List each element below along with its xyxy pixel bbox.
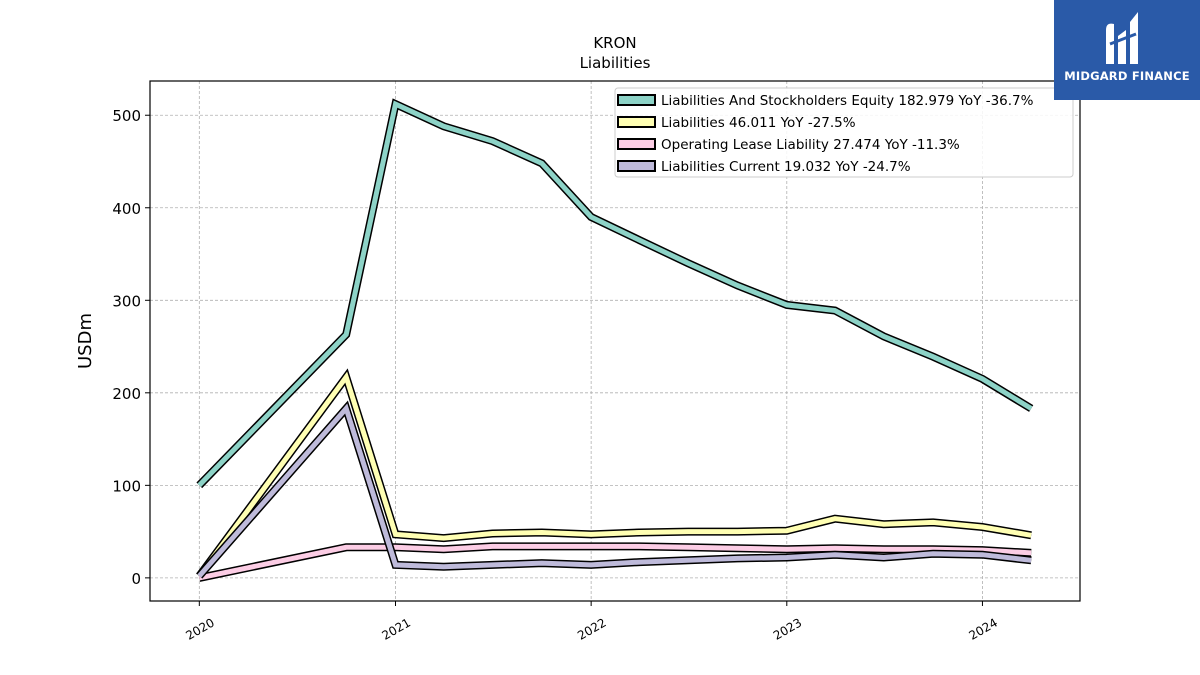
- x-tick-label: 2021: [380, 615, 413, 642]
- legend-label: Operating Lease Liability 27.474 YoY -11…: [661, 137, 960, 153]
- x-tick-label: 2023: [771, 615, 804, 642]
- legend-swatch: [617, 138, 656, 150]
- x-tick-label: 2024: [966, 615, 999, 642]
- plot-frame: [149, 80, 1081, 602]
- y-tick-label: 300: [112, 292, 141, 310]
- brand-logo: MIDGARD FINANCE: [1054, 0, 1200, 100]
- series-layer: [196, 98, 1034, 582]
- y-tick-label: 0: [131, 570, 141, 588]
- y-tick-label: 400: [112, 200, 141, 218]
- y-axis-label: USDm: [75, 313, 96, 369]
- y-tick-label: 500: [112, 107, 141, 125]
- legend-swatch: [617, 160, 656, 172]
- brand-name: MIDGARD FINANCE: [1064, 69, 1190, 83]
- chart-subtitle: Liabilities: [580, 54, 651, 72]
- y-axis: 0 100 200 300 400 500: [112, 107, 150, 588]
- chart-title: KRON: [593, 34, 636, 52]
- legend-swatch: [617, 94, 656, 106]
- legend-label: Liabilities And Stockholders Equity 182.…: [661, 93, 1034, 109]
- series-line: [197, 403, 1032, 578]
- brand-logo-icon: [1106, 12, 1138, 65]
- x-axis: 2020 2021 2022 2023 2024: [183, 601, 1000, 643]
- legend: Liabilities And Stockholders Equity 182.…: [614, 87, 1074, 178]
- legend-box: [614, 87, 1074, 178]
- legend-swatch: [617, 116, 656, 128]
- series-line: [198, 543, 1032, 581]
- y-tick-label: 200: [112, 385, 141, 403]
- x-tick-label: 2020: [183, 615, 216, 642]
- legend-label: Liabilities 46.011 YoY -27.5%: [661, 115, 856, 131]
- legend-label: Liabilities Current 19.032 YoY -24.7%: [661, 159, 911, 175]
- x-tick-label: 2022: [575, 615, 608, 642]
- series-line: [197, 371, 1032, 578]
- series-line: [197, 100, 1033, 488]
- y-tick-label: 100: [112, 477, 141, 495]
